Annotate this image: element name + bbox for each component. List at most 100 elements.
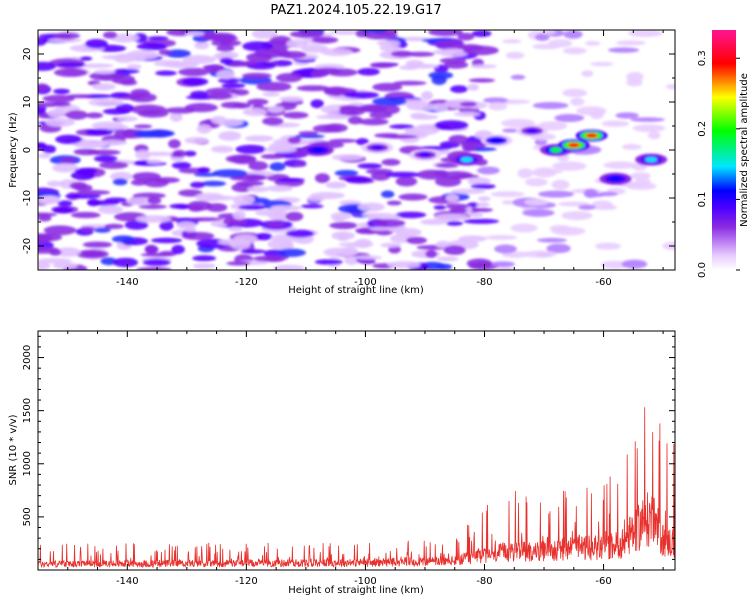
spectrogram-blob bbox=[361, 213, 384, 218]
spectrogram-blob bbox=[379, 44, 401, 52]
y-tick-label: -20 bbox=[22, 238, 33, 254]
spectrogram-blob bbox=[595, 242, 621, 250]
spectrogram-blob bbox=[279, 96, 304, 102]
spectrogram-blob bbox=[554, 114, 585, 122]
spectrogram-blob bbox=[445, 203, 469, 210]
spectrogram-blob bbox=[472, 207, 493, 213]
spectrogram-blob bbox=[110, 171, 133, 182]
spectrogram-blob bbox=[563, 30, 583, 39]
spectrogram-blob bbox=[334, 169, 359, 177]
spectrogram-blob bbox=[471, 30, 492, 38]
spectrogram-blob bbox=[411, 114, 439, 120]
spectrogram-blob bbox=[331, 154, 364, 161]
spectrogram-blob bbox=[406, 236, 427, 245]
spectrogram-blob bbox=[217, 77, 241, 84]
spectrogram-blob bbox=[435, 40, 465, 46]
snr-xlabel: Height of straight line (km) bbox=[288, 585, 424, 596]
spectrogram-blob bbox=[320, 48, 353, 56]
spectrogram-blob bbox=[43, 225, 77, 236]
spectrogram-blob bbox=[85, 128, 113, 136]
spectrogram-blob bbox=[407, 63, 439, 69]
spectrogram-blob bbox=[216, 45, 235, 52]
spectrogram-blob bbox=[494, 244, 517, 254]
spectrogram-blob bbox=[269, 205, 286, 213]
spectrogram-blob bbox=[312, 124, 342, 133]
spectrogram-xlabel: Height of straight line (km) bbox=[288, 285, 424, 296]
spectrogram-blob bbox=[522, 250, 557, 258]
spectrogram-blob bbox=[38, 61, 56, 71]
spectrogram-blob bbox=[88, 98, 124, 107]
spectrogram-blob bbox=[138, 204, 167, 210]
spectrogram-blob bbox=[470, 183, 496, 190]
spectrogram-blob bbox=[93, 155, 118, 163]
spectrogram-blob bbox=[171, 161, 192, 169]
spectrogram-blob bbox=[393, 80, 427, 86]
spectrogram-blob bbox=[341, 246, 359, 257]
y-tick-label: -10 bbox=[22, 190, 33, 206]
spectrogram-blob bbox=[195, 192, 224, 202]
x-tick-label: -100 bbox=[354, 576, 377, 587]
spectrogram-blob bbox=[126, 197, 155, 206]
spectrogram-blob bbox=[395, 211, 427, 219]
spectrogram-blob bbox=[376, 40, 401, 47]
spectrogram-blob bbox=[314, 173, 330, 184]
spectrogram-blob bbox=[463, 218, 500, 224]
spectrogram-blob bbox=[439, 171, 473, 180]
spectrogram-blob bbox=[445, 193, 459, 203]
spectrogram-blob bbox=[94, 69, 116, 75]
spectrogram-blob bbox=[485, 235, 518, 240]
spectrogram-blob bbox=[103, 31, 118, 39]
colorbar-tick-label: 0.0 bbox=[697, 262, 708, 278]
spectrogram-blob bbox=[387, 261, 421, 269]
spectrogram-blob bbox=[477, 196, 491, 202]
spectrogram-blob bbox=[94, 227, 111, 233]
spectrogram-blob bbox=[285, 211, 304, 222]
spectrogram-blob bbox=[467, 83, 480, 91]
spectrogram-blob bbox=[383, 134, 418, 139]
spectrogram-blob bbox=[128, 92, 157, 103]
spectrogram-blob bbox=[169, 112, 183, 122]
y-tick-label: 1500 bbox=[22, 398, 33, 423]
spectrogram-blob bbox=[178, 67, 210, 77]
spectrogram-blob bbox=[57, 200, 73, 207]
spectrogram-blob bbox=[621, 144, 642, 150]
spectrogram-blob bbox=[268, 142, 294, 151]
spectrogram-blob bbox=[244, 135, 274, 142]
spectrogram-blob bbox=[446, 220, 463, 226]
spectrogram-blob bbox=[53, 88, 70, 95]
snr-ylabel: SNR (10 * v/v) bbox=[8, 414, 19, 485]
spectrogram-blob bbox=[552, 161, 587, 171]
spectrogram-blob bbox=[112, 178, 128, 186]
spectrogram-blob bbox=[53, 68, 88, 77]
y-tick-label: 2000 bbox=[22, 345, 33, 370]
spectrogram-blob bbox=[178, 189, 203, 197]
spectrogram-blob bbox=[184, 137, 209, 144]
spectrogram-blob bbox=[483, 97, 509, 104]
spectrogram-blob bbox=[287, 136, 301, 144]
spectrogram-blob bbox=[113, 53, 137, 63]
spectrogram-blob bbox=[361, 104, 387, 113]
spectrogram-blob bbox=[49, 249, 62, 256]
spectrogram-blob bbox=[269, 162, 286, 172]
spectrogram-blob bbox=[171, 244, 185, 255]
spectrogram-blob bbox=[325, 181, 347, 189]
x-tick-label: -140 bbox=[116, 576, 139, 587]
spectrogram-blob bbox=[126, 64, 142, 70]
spectrogram-blob bbox=[601, 120, 630, 127]
spectrogram-blob bbox=[267, 106, 285, 113]
spectrogram-blob bbox=[85, 39, 108, 49]
spectrogram-blob bbox=[45, 117, 75, 127]
spectrogram-blob bbox=[92, 83, 116, 91]
spectrogram-blob bbox=[630, 117, 665, 122]
spectrogram-blob bbox=[216, 118, 244, 127]
spectrogram-blob bbox=[232, 194, 255, 205]
signal-peak bbox=[460, 157, 473, 163]
spectrogram-blob bbox=[225, 154, 254, 163]
spectrogram-blob bbox=[380, 242, 402, 248]
spectrogram-blob bbox=[450, 85, 468, 93]
spectrogram-blob bbox=[517, 168, 534, 179]
spectrogram-blob bbox=[443, 245, 466, 256]
spectrogram-blob bbox=[433, 205, 446, 210]
spectrogram-blob bbox=[197, 167, 211, 174]
